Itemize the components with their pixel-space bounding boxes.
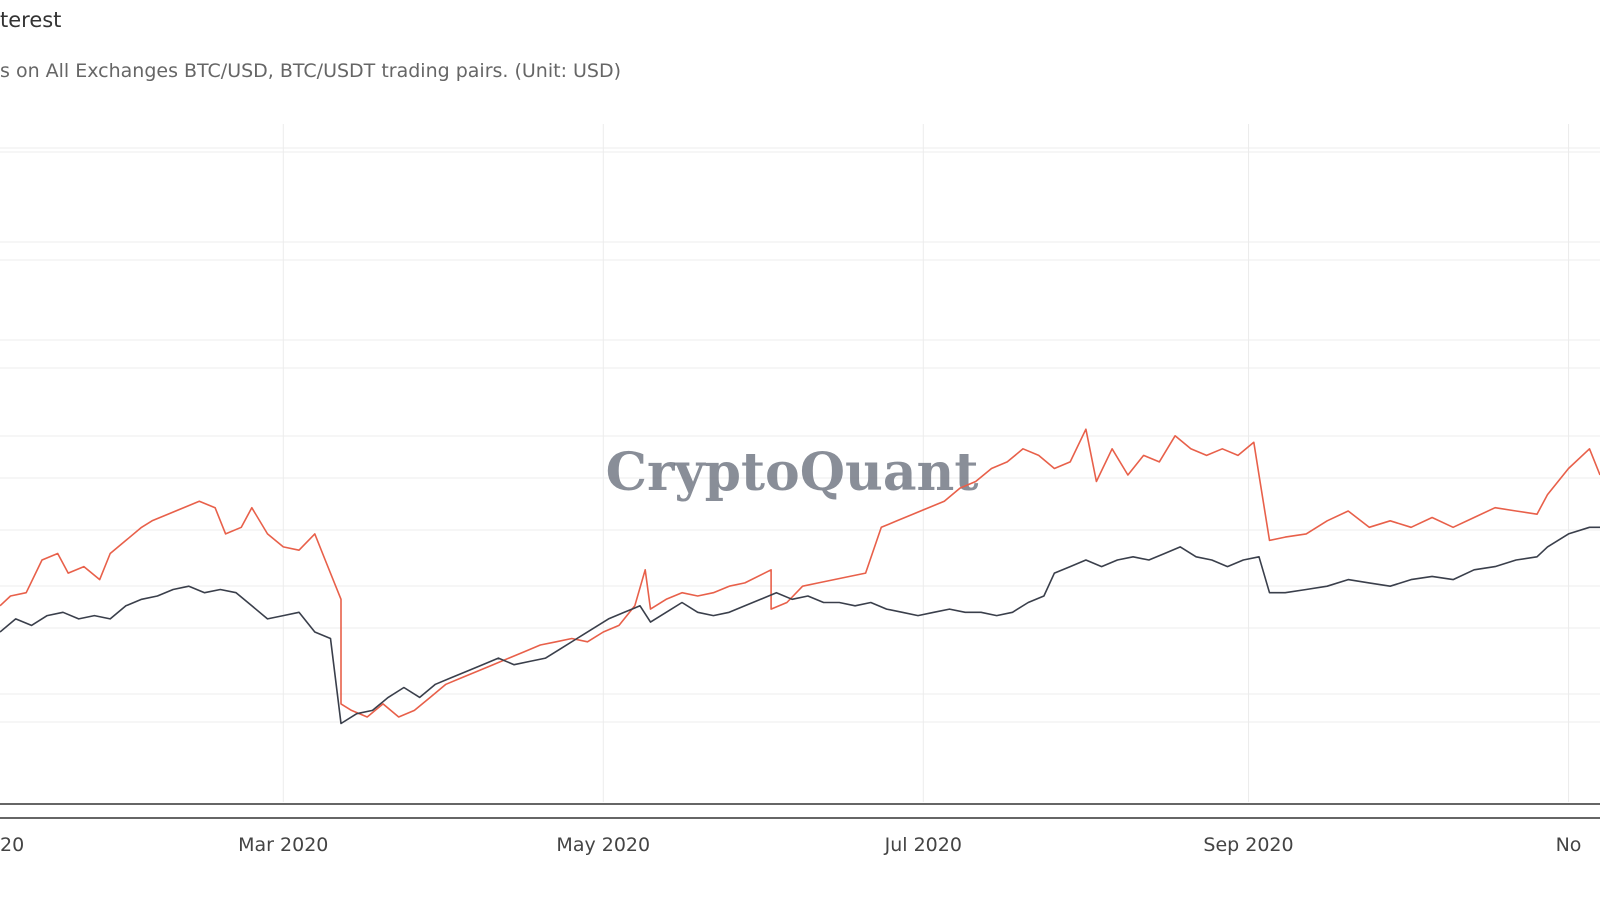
grid-lines	[0, 124, 1600, 802]
chart-subtitle: s on All Exchanges BTC/USD, BTC/USDT tra…	[0, 60, 622, 82]
x-tick-label: No	[1556, 834, 1582, 856]
x-tick-label: Sep 2020	[1203, 834, 1293, 856]
x-tick-label: May 2020	[556, 834, 650, 856]
watermark-logo: CryptoQuant	[606, 442, 979, 503]
x-axis-ticks: 20 Mar 2020 May 2020 Jul 2020 Sep 2020 No	[0, 834, 1581, 856]
series-lines	[0, 428, 1600, 725]
x-tick-label: Mar 2020	[238, 834, 328, 856]
chart-title: terest	[0, 8, 62, 32]
series-line-red	[0, 428, 1600, 718]
x-tick-label: Jul 2020	[884, 834, 962, 856]
x-tick-label: 20	[0, 834, 24, 856]
series-line-dark	[0, 526, 1600, 725]
